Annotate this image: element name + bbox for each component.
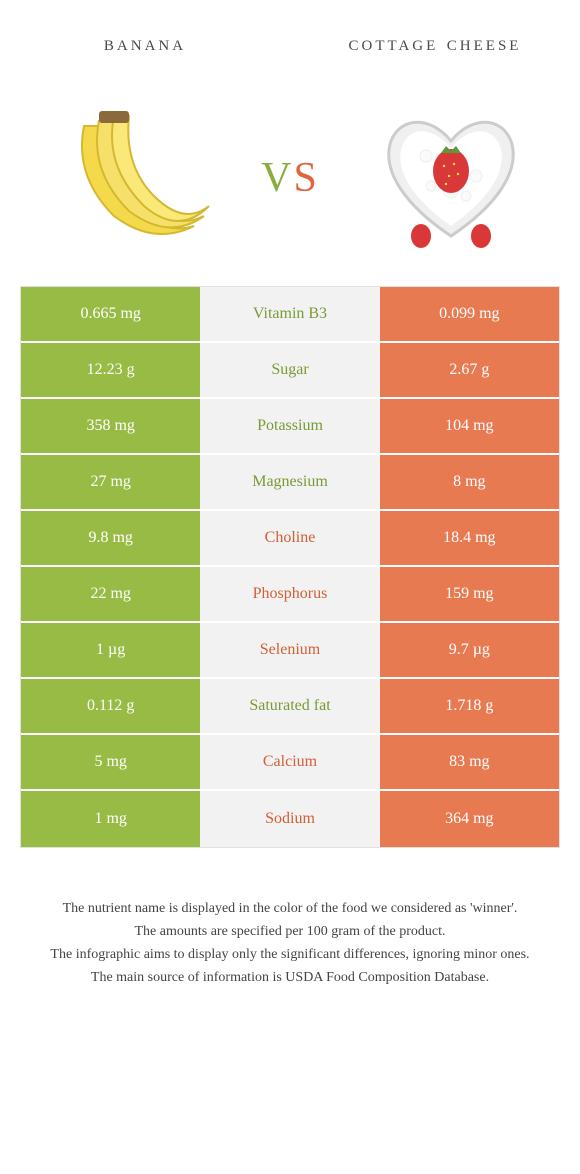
nutrient-row: 0.112 gSaturated fat1.718 g (21, 679, 559, 735)
right-value: 8 mg (380, 455, 559, 509)
footer-line-3: The infographic aims to display only the… (30, 944, 550, 965)
nutrient-row: 27 mgMagnesium8 mg (21, 455, 559, 511)
nutrient-name: Selenium (200, 623, 379, 677)
images-row: vs (0, 76, 580, 286)
vs-label: vs (261, 137, 319, 206)
header-titles: banana cottage cheese (0, 0, 580, 76)
right-value: 83 mg (380, 735, 559, 789)
nutrient-name: Vitamin B3 (200, 287, 379, 341)
nutrient-row: 5 mgCalcium83 mg (21, 735, 559, 791)
footer-line-1: The nutrient name is displayed in the co… (30, 898, 550, 919)
right-value: 18.4 mg (380, 511, 559, 565)
right-value: 0.099 mg (380, 287, 559, 341)
left-value: 358 mg (21, 399, 200, 453)
left-value: 12.23 g (21, 343, 200, 397)
right-value: 1.718 g (380, 679, 559, 733)
nutrient-row: 358 mgPotassium104 mg (21, 399, 559, 455)
left-value: 22 mg (21, 567, 200, 621)
banana-image (44, 86, 214, 256)
left-food-title: banana (0, 10, 290, 76)
footer-line-4: The main source of information is USDA F… (30, 967, 550, 988)
vs-s: s (293, 138, 318, 204)
nutrient-name: Sodium (200, 791, 379, 847)
left-value: 0.112 g (21, 679, 200, 733)
right-value: 159 mg (380, 567, 559, 621)
vs-v: v (261, 138, 293, 204)
nutrient-row: 1 mgSodium364 mg (21, 791, 559, 847)
left-value: 1 mg (21, 791, 200, 847)
right-value: 9.7 µg (380, 623, 559, 677)
cottage-cheese-image (366, 86, 536, 256)
nutrient-name: Choline (200, 511, 379, 565)
nutrient-name: Phosphorus (200, 567, 379, 621)
nutrient-table: 0.665 mgVitamin B30.099 mg12.23 gSugar2.… (20, 286, 560, 848)
right-value: 104 mg (380, 399, 559, 453)
right-value: 364 mg (380, 791, 559, 847)
left-value: 5 mg (21, 735, 200, 789)
left-value: 0.665 mg (21, 287, 200, 341)
footer-line-2: The amounts are specified per 100 gram o… (30, 921, 550, 942)
nutrient-row: 1 µgSelenium9.7 µg (21, 623, 559, 679)
left-value: 1 µg (21, 623, 200, 677)
right-value: 2.67 g (380, 343, 559, 397)
left-value: 9.8 mg (21, 511, 200, 565)
nutrient-name: Sugar (200, 343, 379, 397)
nutrient-row: 9.8 mgCholine18.4 mg (21, 511, 559, 567)
nutrient-row: 12.23 gSugar2.67 g (21, 343, 559, 399)
nutrient-name: Calcium (200, 735, 379, 789)
right-food-title: cottage cheese (290, 10, 580, 76)
nutrient-name: Magnesium (200, 455, 379, 509)
nutrient-name: Potassium (200, 399, 379, 453)
footer-notes: The nutrient name is displayed in the co… (30, 898, 550, 988)
left-value: 27 mg (21, 455, 200, 509)
nutrient-name: Saturated fat (200, 679, 379, 733)
nutrient-row: 22 mgPhosphorus159 mg (21, 567, 559, 623)
nutrient-row: 0.665 mgVitamin B30.099 mg (21, 287, 559, 343)
